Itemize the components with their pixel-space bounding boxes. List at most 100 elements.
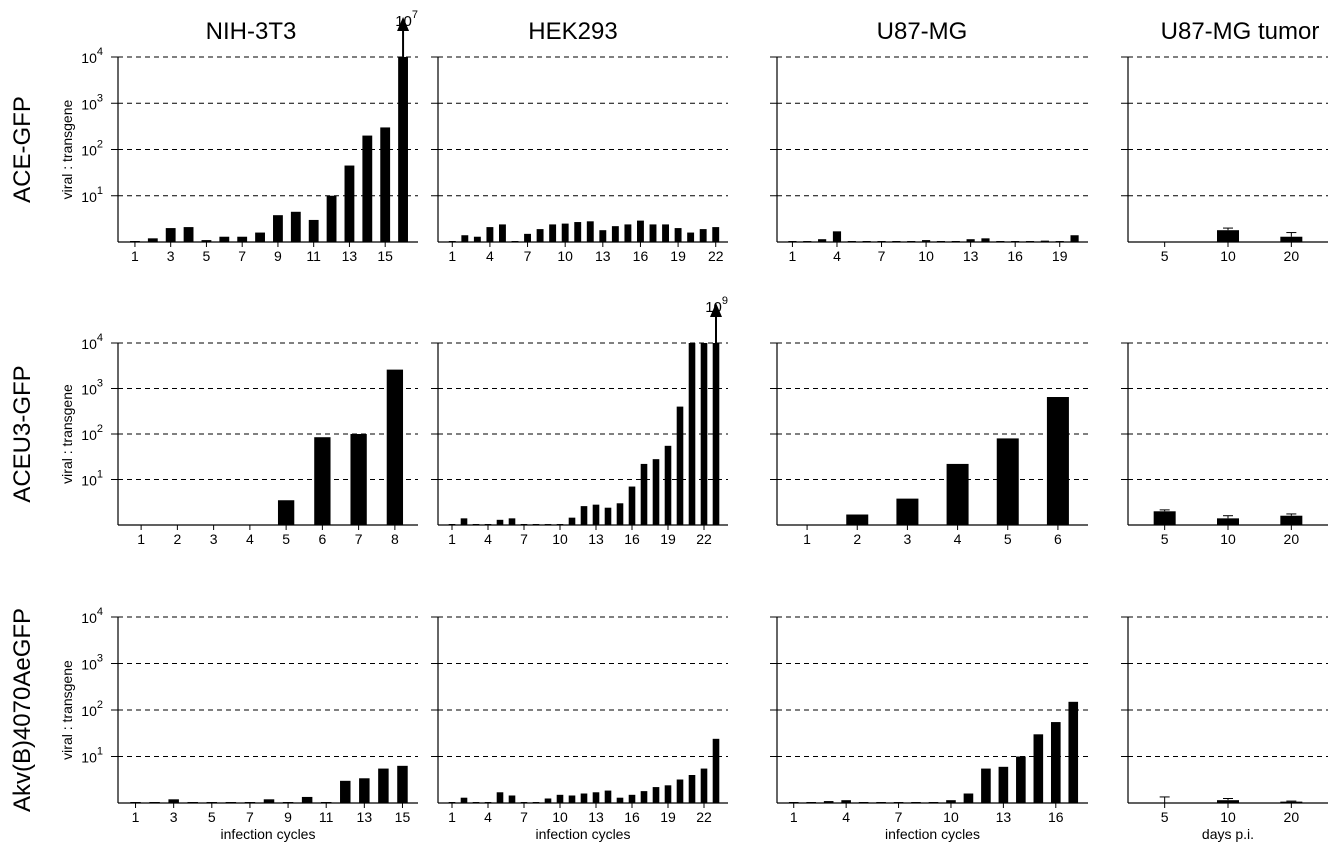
panel-r1c0: 1 2 3 4 5 6 7 8: [111, 342, 418, 547]
bar-r1c1-2: [472, 524, 480, 525]
bar-r2c2-6: [893, 802, 904, 803]
x-tick-label-r2c1-6: 19: [660, 809, 676, 825]
bar-r0c0-10: [308, 219, 319, 242]
bar-r0c1-21: [712, 227, 720, 242]
bar-r2c0-9: [301, 796, 313, 803]
y-tick-label-r0-2-exp: 3: [97, 92, 103, 104]
x-tick-label-r2c3-1: 10: [1220, 809, 1236, 825]
bar-r0c2-1: [803, 241, 812, 242]
bar-r2c0-0: [130, 802, 141, 803]
x-tick-label-r1c0-1: 2: [173, 531, 181, 547]
annotation-r0c0-base: 10: [395, 13, 412, 30]
bar-r0c0-15: [398, 57, 408, 242]
bar-r2c2-0: [788, 802, 799, 803]
x-tick-label-r2c1-4: 13: [588, 809, 604, 825]
bar-r0c0-8: [273, 215, 283, 242]
bar-r2c1-22: [712, 738, 720, 803]
bar-r1c3-0: [1153, 511, 1176, 525]
column-title-3: U87-MG tumor: [1161, 18, 1320, 45]
y-axis-label-0: viral : transgene: [59, 99, 75, 199]
bar-r1c1-1: [460, 518, 468, 525]
row-label-0: ACE-GFP: [9, 96, 36, 203]
y-tick-label-r2-1-base: 10: [81, 703, 97, 719]
bar-r1c2-4: [996, 438, 1019, 525]
column-title-2: U87-MG: [877, 18, 968, 45]
panel-r1c1: 1 4 7 10 13 16 19 22: [431, 303, 728, 547]
bar-r1c1-16: [640, 463, 648, 525]
bar-r0c1-5: [511, 241, 519, 242]
x-tick-label-r2c0-7: 15: [395, 809, 411, 825]
y-tick-label-r2-3-exp: 4: [97, 606, 103, 618]
x-tick-label-r0c3-0: 5: [1161, 248, 1169, 264]
x-tick-label-r1c1-3: 10: [552, 531, 568, 547]
bar-r2c2-15: [1050, 722, 1061, 803]
y-tick-label-r1-3: 104: [81, 332, 103, 352]
arrow-head-r0c0: [397, 17, 410, 31]
y-tick-label-r1-0-base: 10: [81, 473, 97, 489]
bar-r0c2-5: [862, 241, 871, 242]
y-tick-label-r0-3-base: 10: [81, 50, 97, 66]
bar-r1c2-2: [896, 498, 919, 525]
bar-r1c1-13: [604, 507, 612, 525]
y-tick-label-r2-0-exp: 1: [97, 746, 103, 758]
panel-r2c2: 1 4 7 10 13 16 infection cycles: [770, 616, 1088, 842]
x-tick-label-r1c3-2: 20: [1284, 531, 1300, 547]
bar-r1c1-9: [556, 524, 564, 525]
x-tick-label-r2c2-3: 10: [943, 809, 959, 825]
y-tick-label-r0-2-base: 10: [81, 96, 97, 112]
bar-r0c2-8: [907, 241, 916, 242]
y-tick-label-r1-0: 101: [81, 469, 103, 489]
bar-r0c2-6: [877, 241, 886, 242]
y-tick-label-r2-1: 102: [81, 699, 103, 719]
bar-r2c1-20: [688, 775, 696, 803]
bar-r2c0-8: [282, 802, 294, 803]
bar-r2c0-1: [149, 802, 160, 803]
bar-r2c1-15: [628, 794, 636, 803]
x-tick-label-r0c0-3: 7: [238, 248, 246, 264]
x-tick-label-r0c2-1: 4: [833, 248, 841, 264]
y-tick-label-r2-0-base: 10: [81, 750, 97, 766]
bar-r0c0-4: [201, 240, 212, 242]
bar-r0c1-11: [586, 221, 594, 242]
bar-r0c1-7: [536, 229, 544, 242]
annotation-r0c0-exp: 7: [412, 9, 418, 21]
bar-r1c1-5: [508, 518, 516, 525]
x-tick-label-r0c2-2: 7: [878, 248, 886, 264]
bar-r0c1-19: [687, 232, 695, 242]
bar-r0c2-3: [832, 231, 842, 242]
bar-r0c2-11: [951, 241, 960, 242]
bar-r2c0-5: [225, 802, 237, 803]
y-tick-label-r0-0-exp: 1: [97, 185, 103, 197]
annotation-r1c1: 109: [705, 295, 728, 316]
x-tick-label-r1c0-0: 1: [137, 531, 145, 547]
y-tick-label-r0-1-base: 10: [81, 143, 97, 159]
bar-r2c1-13: [604, 790, 612, 803]
bar-r1c1-21: [700, 343, 708, 525]
bar-r2c0-11: [340, 780, 351, 803]
bar-r2c1-17: [652, 787, 660, 803]
y-tick-label-r1-3-exp: 4: [97, 332, 103, 344]
bar-r0c1-20: [699, 229, 707, 242]
x-tick-label-r2c1-7: 22: [696, 809, 712, 825]
x-tick-label-r1c2-3: 4: [954, 531, 962, 547]
x-tick-label-r2c1-2: 7: [520, 809, 528, 825]
x-tick-label-r0c0-0: 1: [131, 248, 139, 264]
panel-r2c3: 5 10 20 days p.i.: [1121, 616, 1328, 842]
bar-r0c2-0: [788, 241, 797, 242]
bar-r2c1-19: [676, 779, 684, 803]
bar-r0c0-0: [130, 241, 140, 242]
bar-r2c2-2: [823, 801, 834, 803]
x-tick-label-r0c0-4: 9: [274, 248, 282, 264]
y-tick-label-r1-2-exp: 3: [97, 378, 103, 390]
x-tick-label-r1c3-0: 5: [1161, 531, 1169, 547]
x-tick-label-r0c0-6: 13: [342, 248, 358, 264]
y-tick-label-r1-2-base: 10: [81, 382, 97, 398]
bar-r2c3-2: [1280, 801, 1303, 803]
x-tick-label-r2c1-5: 16: [624, 809, 640, 825]
bar-r0c2-12: [966, 239, 975, 242]
x-tick-label-r2c0-6: 13: [357, 809, 373, 825]
bar-r2c1-9: [556, 794, 564, 803]
y-tick-label-r1-1-exp: 2: [97, 423, 103, 435]
panel-r2c1: 1 4 7 10 13 16 19 22 infection cycles: [431, 616, 728, 842]
